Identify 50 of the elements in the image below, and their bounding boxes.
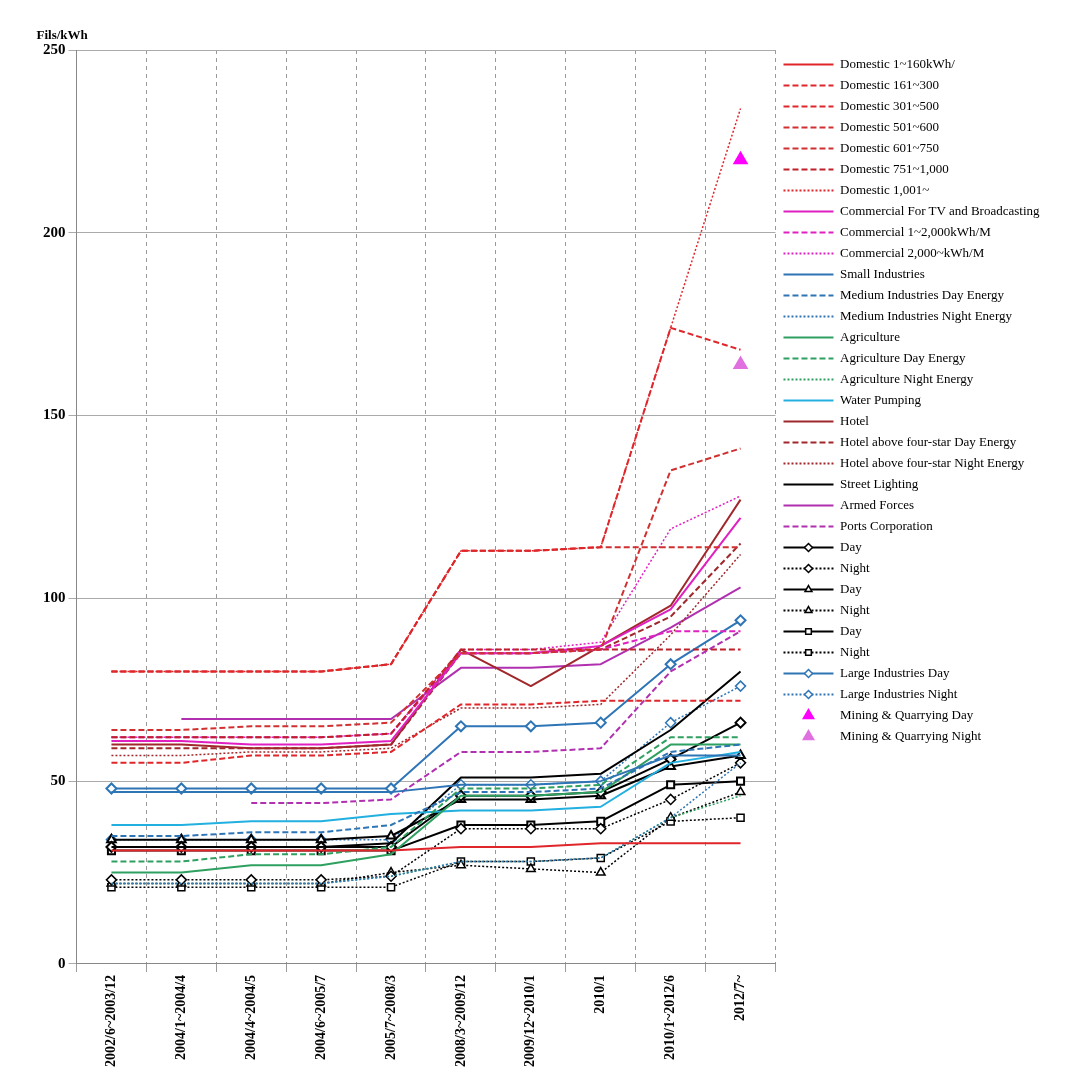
x-tick-label: 2010/1 — [592, 974, 608, 1014]
x-tick-label: 2004/4~2004/5 — [242, 974, 258, 1060]
x-tick-label: 2004/6~2005/7 — [312, 974, 328, 1060]
x-tick-label: 2012/7~ — [732, 974, 748, 1022]
y-tick-label: 150 — [43, 406, 66, 423]
y-tick-label: 250 — [43, 40, 66, 57]
legend-label: Commercial 1~2,000kWh/M — [839, 223, 992, 239]
x-tick-label: 2008/3~2009/12 — [452, 974, 468, 1067]
x-tick-label: 2004/1~2004/4 — [172, 974, 188, 1060]
legend-label: Hotel — [839, 412, 870, 428]
legend-label: Hotel above four-star Day Energy — [839, 433, 1017, 449]
y-tick-label: 0 — [58, 954, 66, 971]
x-tick-label: 2002/6~2003/12 — [103, 974, 119, 1067]
x-tick-label: 2010/1~2012/6 — [662, 974, 678, 1060]
legend-label: Day — [839, 580, 863, 596]
legend-label: Mining & Quarrying Night — [839, 727, 982, 743]
legend-label: Small Industries — [839, 265, 925, 281]
y-tick-label: 100 — [43, 589, 66, 606]
legend-label: Hotel above four-star Night Energy — [839, 454, 1025, 470]
legend-label: Day — [839, 622, 863, 638]
legend-label: Domestic 1,001~ — [839, 181, 930, 197]
legend-label: Domestic 501~600 — [839, 118, 940, 134]
y-tick-label: 200 — [43, 223, 66, 240]
legend-label: Commercial 2,000~kWh/M — [839, 244, 985, 260]
legend-label: Agriculture — [839, 328, 901, 344]
legend-label: Large Industries Day — [839, 664, 950, 680]
legend-label: Medium Industries Night Energy — [839, 307, 1013, 323]
legend-label: Large Industries Night — [839, 685, 958, 701]
legend-label: Agriculture Night Energy — [839, 370, 974, 386]
legend-label: Night — [839, 601, 870, 617]
legend-label: Commercial For TV and Broadcasting — [839, 202, 1041, 218]
legend-label: Domestic 751~1,000 — [839, 160, 949, 176]
legend-label: Street Lighting — [839, 475, 919, 491]
y-tick-label: 50 — [50, 772, 66, 789]
legend-label: Day — [839, 538, 863, 554]
legend-label: Medium Industries Day Energy — [839, 286, 1005, 302]
legend-label: Domestic 1~160kWh/ — [839, 55, 956, 71]
legend-label: Domestic 301~500 — [839, 97, 940, 113]
legend-label: Agriculture Day Energy — [839, 349, 966, 365]
legend-label: Mining & Quarrying Day — [839, 706, 974, 722]
legend-label: Armed Forces — [839, 496, 915, 512]
legend-label: Water Pumping — [839, 391, 922, 407]
x-tick-label: 2005/7~2008/3 — [382, 974, 398, 1060]
legend-label: Night — [839, 643, 870, 659]
y-axis-title: Fils/kWh — [36, 26, 89, 42]
legend-label: Night — [839, 559, 870, 575]
legend-label: Domestic 601~750 — [839, 139, 940, 155]
legend-label: Domestic 161~300 — [839, 76, 940, 92]
legend-label: Ports Corporation — [839, 517, 934, 533]
x-tick-label: 2009/12~2010/1 — [522, 974, 538, 1067]
